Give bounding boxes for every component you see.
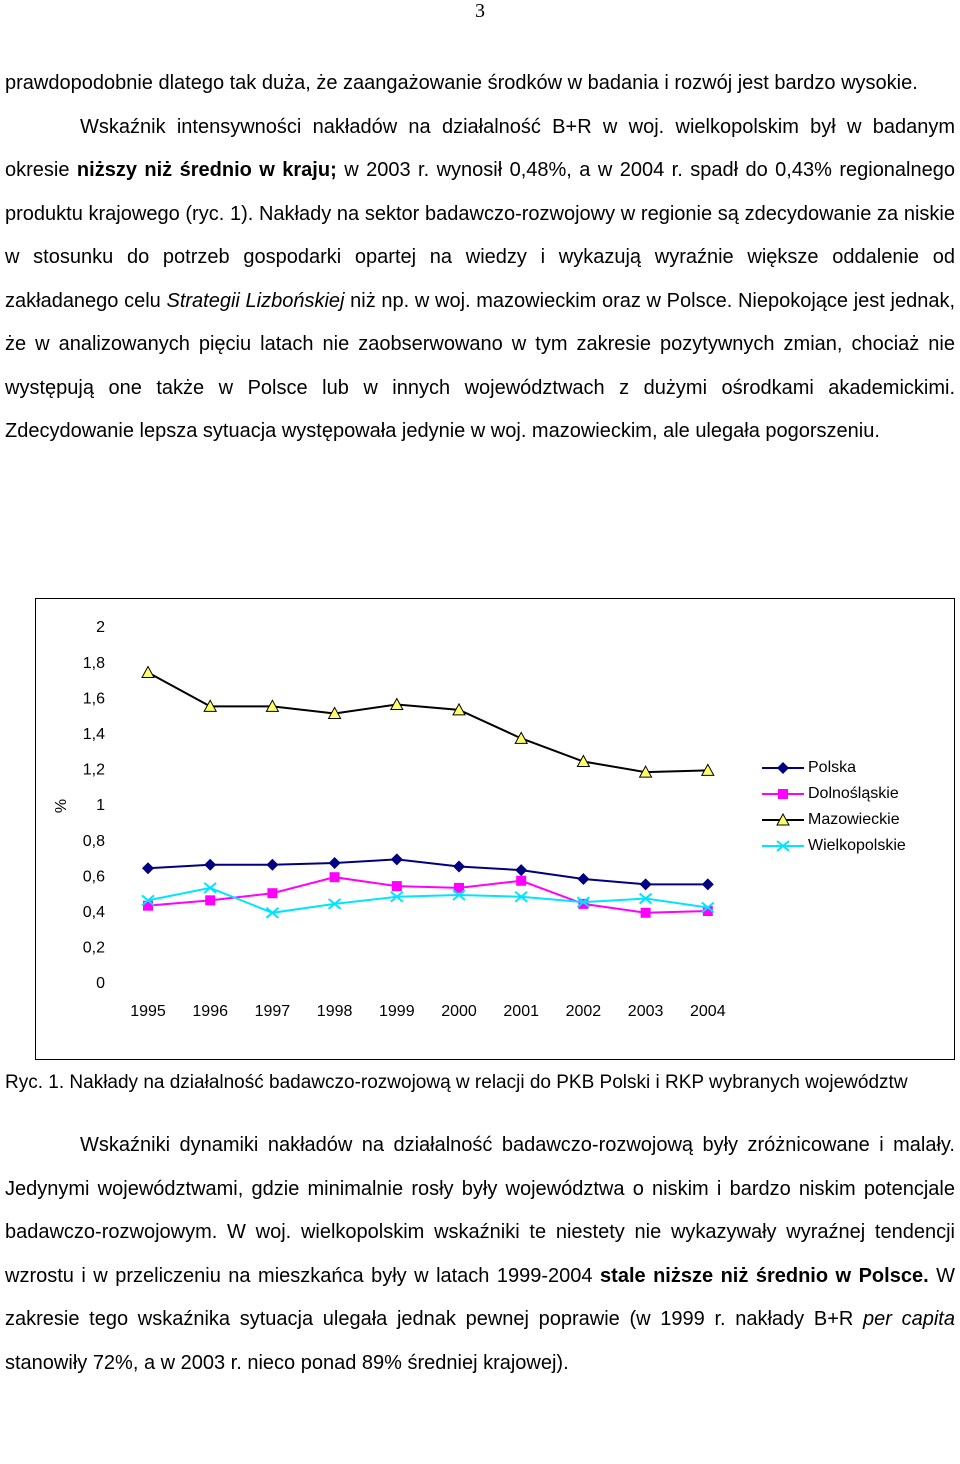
data-point xyxy=(205,895,216,906)
data-point xyxy=(514,891,528,903)
x-tick-label: 1999 xyxy=(379,1003,415,1020)
legend-label: Wielkopolskie xyxy=(808,837,906,854)
x-tick-label: 1998 xyxy=(317,1003,353,1020)
data-point xyxy=(701,901,715,914)
data-point xyxy=(640,907,651,918)
data-point xyxy=(452,702,466,716)
data-point xyxy=(203,699,218,712)
legend-marker xyxy=(777,762,789,774)
series-line xyxy=(147,886,708,914)
data-point xyxy=(389,697,404,711)
data-point xyxy=(265,907,280,919)
text-run: Wskaźniki dynamiki nakładów na działalno… xyxy=(5,1134,955,1287)
paragraph: Wskaźniki dynamiki nakładów na działalno… xyxy=(5,1124,955,1385)
x-tick-label: 1995 xyxy=(130,1003,166,1020)
data-point xyxy=(638,765,653,778)
legend-marker xyxy=(776,812,790,826)
data-point xyxy=(327,706,342,719)
x-tick-label: 1996 xyxy=(192,1003,228,1020)
legend-label: Dolnośląskie xyxy=(808,785,899,802)
text-run: W zakresie tego wskaźnika sytuacja ulega… xyxy=(5,1264,955,1331)
data-point xyxy=(391,881,402,892)
y-tick-label: 0 xyxy=(96,975,105,992)
data-point xyxy=(700,763,715,776)
x-tick-label: 2003 xyxy=(628,1003,664,1020)
data-point xyxy=(204,858,217,871)
text-run: stanowiły 72%, a w 2003 r. nieco ponad 8… xyxy=(5,1351,569,1374)
text-run: niższy niż średnio w kraju; xyxy=(76,159,337,181)
y-tick-label: 1,2 xyxy=(83,762,105,779)
y-tick-label: 0,8 xyxy=(83,833,105,850)
data-point xyxy=(141,665,155,678)
x-tick-label: 2000 xyxy=(441,1003,477,1020)
legend-label: Polska xyxy=(808,759,856,776)
data-point xyxy=(266,858,279,871)
y-tick-label: 1 xyxy=(96,797,105,814)
data-point xyxy=(639,878,652,891)
data-point xyxy=(141,894,155,907)
data-point xyxy=(516,875,527,886)
text-run: stale niższe niż średnio w Polsce. xyxy=(600,1264,929,1287)
page-number: 3 xyxy=(475,0,485,22)
figure-caption: Ryc. 1. Nakłady na działalność badawczo-… xyxy=(5,1072,908,1093)
y-tick-label: 2 xyxy=(96,619,105,636)
series-line xyxy=(147,671,708,774)
data-point xyxy=(143,900,153,911)
body-text: Wskaźniki dynamiki nakładów na działalno… xyxy=(5,1124,955,1385)
data-point xyxy=(576,754,591,767)
chart: % 0 0,2 0,4 0,6 0,8 1 1,2 1,4 1,6 1,8 2 1995 1996 199… xyxy=(35,598,955,1060)
data-point xyxy=(514,731,529,744)
data-point xyxy=(329,872,340,883)
data-point xyxy=(267,888,278,899)
text-run: niż np. w woj. mazowieckim oraz w Polsce… xyxy=(5,289,955,443)
text-run: Strategii Lizbońskiej xyxy=(166,289,345,312)
text-run: Wskaźnik intensywności nakładów na dział… xyxy=(5,115,955,182)
data-point xyxy=(328,856,341,869)
legend-marker xyxy=(778,789,788,799)
text-run: w 2003 r. wynosił 0,48%, a w 2004 r. spa… xyxy=(5,159,955,312)
y-tick-label: 0,2 xyxy=(83,940,105,957)
data-point xyxy=(142,862,154,875)
y-axis-label: % xyxy=(53,799,70,813)
y-tick-label: 0,6 xyxy=(83,868,105,885)
data-point xyxy=(390,853,403,866)
x-tick-label: 1997 xyxy=(255,1003,291,1020)
chart-border xyxy=(35,598,955,1060)
data-point xyxy=(702,906,713,917)
data-point xyxy=(203,882,217,894)
y-tick-label: 1,8 xyxy=(83,655,105,672)
y-tick-label: 1,6 xyxy=(83,690,105,707)
x-tick-label: 2001 xyxy=(503,1003,539,1020)
data-point xyxy=(576,896,591,908)
data-point xyxy=(577,872,590,885)
data-point xyxy=(265,699,280,712)
data-point xyxy=(515,864,528,877)
text-run: per capita xyxy=(863,1308,955,1330)
paragraph: Wskaźnik intensywności nakładów na dział… xyxy=(5,106,955,454)
data-point xyxy=(454,882,464,893)
data-point xyxy=(578,898,589,909)
series-line xyxy=(147,876,708,914)
x-tick-label: 2002 xyxy=(566,1003,602,1020)
paragraph: prawdopodobnie dlatego tak duża, że zaan… xyxy=(5,62,955,106)
x-tick-label: 2004 xyxy=(690,1003,726,1020)
data-point xyxy=(327,898,342,910)
data-point xyxy=(638,892,653,905)
series-line xyxy=(147,858,708,886)
y-tick-label: 1,4 xyxy=(83,726,105,743)
data-point xyxy=(453,860,465,873)
y-tick-label: 0,4 xyxy=(83,904,105,921)
data-point xyxy=(390,891,404,903)
legend-label: Mazowieckie xyxy=(808,811,900,828)
data-point xyxy=(452,889,466,901)
text-run: prawdopodobnie dlatego tak duża, że zaan… xyxy=(5,72,918,94)
data-point xyxy=(701,878,714,891)
legend-marker xyxy=(776,840,790,852)
body-text: prawdopodobnie dlatego tak duża, że zaan… xyxy=(5,62,955,454)
